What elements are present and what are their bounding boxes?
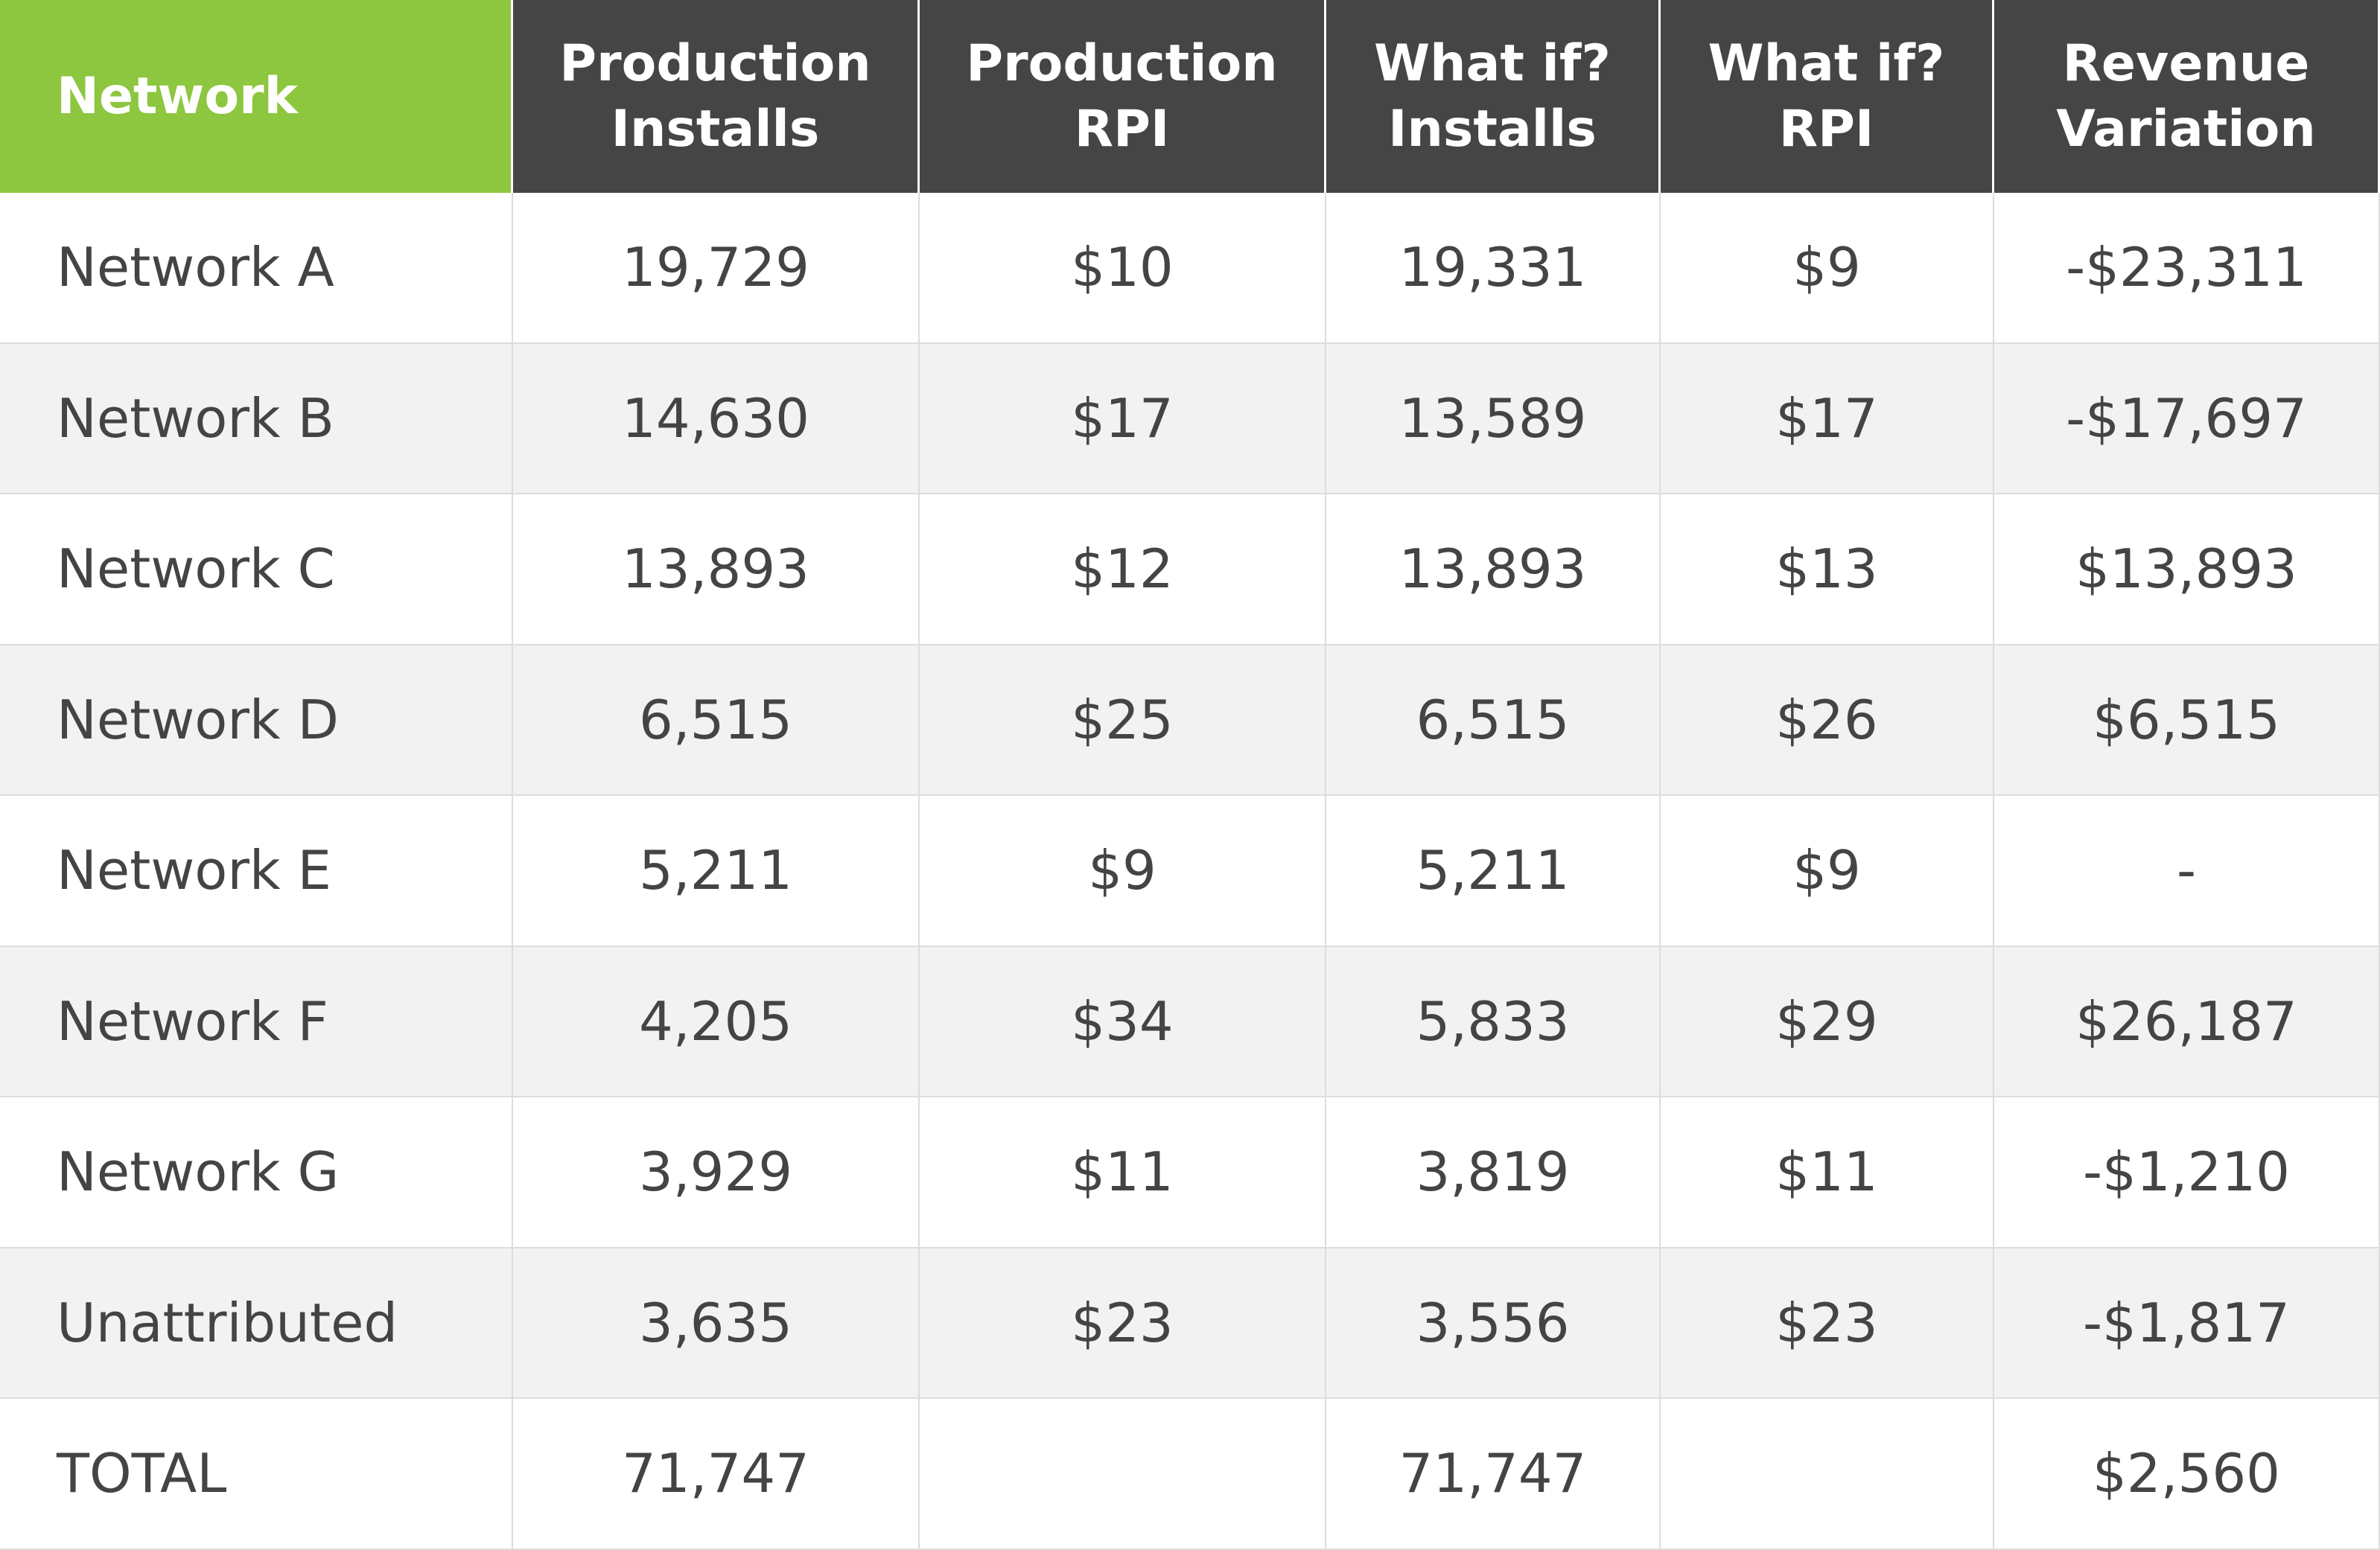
table-cell: -$17,697	[1994, 343, 2380, 494]
table-cell: 5,211	[513, 796, 920, 947]
table-cell: $9	[920, 796, 1326, 947]
table-cell: $13,893	[1994, 494, 2380, 645]
row-label: Network F	[0, 946, 513, 1097]
table-cell: 13,893	[1326, 494, 1661, 645]
row-label: Network E	[0, 796, 513, 947]
row-label: Network D	[0, 645, 513, 796]
header-cell: Production Installs	[513, 0, 920, 193]
table-cell: 71,747	[513, 1399, 920, 1550]
table-cell: $29	[1661, 946, 1994, 1097]
row-label: TOTAL	[0, 1399, 513, 1550]
table-cell: 14,630	[513, 343, 920, 494]
table-cell: 3,929	[513, 1097, 920, 1248]
table-cell: 19,729	[513, 193, 920, 344]
table-cell: 13,589	[1326, 343, 1661, 494]
table-cell: 13,893	[513, 494, 920, 645]
row-label: Network C	[0, 494, 513, 645]
table-cell: $11	[920, 1097, 1326, 1248]
table-cell: 3,819	[1326, 1097, 1661, 1248]
table-cell: $23	[920, 1248, 1326, 1399]
table-cell: 4,205	[513, 946, 920, 1097]
table-cell: $10	[920, 193, 1326, 344]
table-cell: $17	[920, 343, 1326, 494]
row-label: Network G	[0, 1097, 513, 1248]
table-cell: 6,515	[1326, 645, 1661, 796]
table-cell: 19,331	[1326, 193, 1661, 344]
table-cell: 3,635	[513, 1248, 920, 1399]
table-cell: $34	[920, 946, 1326, 1097]
table-cell: -$23,311	[1994, 193, 2380, 344]
table-cell: $25	[920, 645, 1326, 796]
table-cell: -	[1994, 796, 2380, 947]
table-cell: 71,747	[1326, 1399, 1661, 1550]
table-cell: $26,187	[1994, 946, 2380, 1097]
table-cell: $9	[1661, 796, 1994, 947]
table-cell: -$1,210	[1994, 1097, 2380, 1248]
table-cell: $9	[1661, 193, 1994, 344]
table-cell	[1661, 1399, 1994, 1550]
row-label: Network B	[0, 343, 513, 494]
table-cell	[920, 1399, 1326, 1550]
row-label: Network A	[0, 193, 513, 344]
row-label: Unattributed	[0, 1248, 513, 1399]
header-cell: Production RPI	[920, 0, 1326, 193]
table-cell: -$1,817	[1994, 1248, 2380, 1399]
table-cell: 3,556	[1326, 1248, 1661, 1399]
table-cell: 5,211	[1326, 796, 1661, 947]
header-cell: What if? RPI	[1661, 0, 1994, 193]
table-cell: 5,833	[1326, 946, 1661, 1097]
header-cell: Network	[0, 0, 513, 193]
table-cell: $2,560	[1994, 1399, 2380, 1550]
table-cell: $12	[920, 494, 1326, 645]
table-cell: $23	[1661, 1248, 1994, 1399]
table-cell: 6,515	[513, 645, 920, 796]
table-cell: $13	[1661, 494, 1994, 645]
table-cell: $11	[1661, 1097, 1994, 1248]
header-cell: Revenue Variation	[1994, 0, 2380, 193]
table-cell: $6,515	[1994, 645, 2380, 796]
table-cell: $17	[1661, 343, 1994, 494]
table-cell: $26	[1661, 645, 1994, 796]
header-cell: What if? Installs	[1326, 0, 1661, 193]
